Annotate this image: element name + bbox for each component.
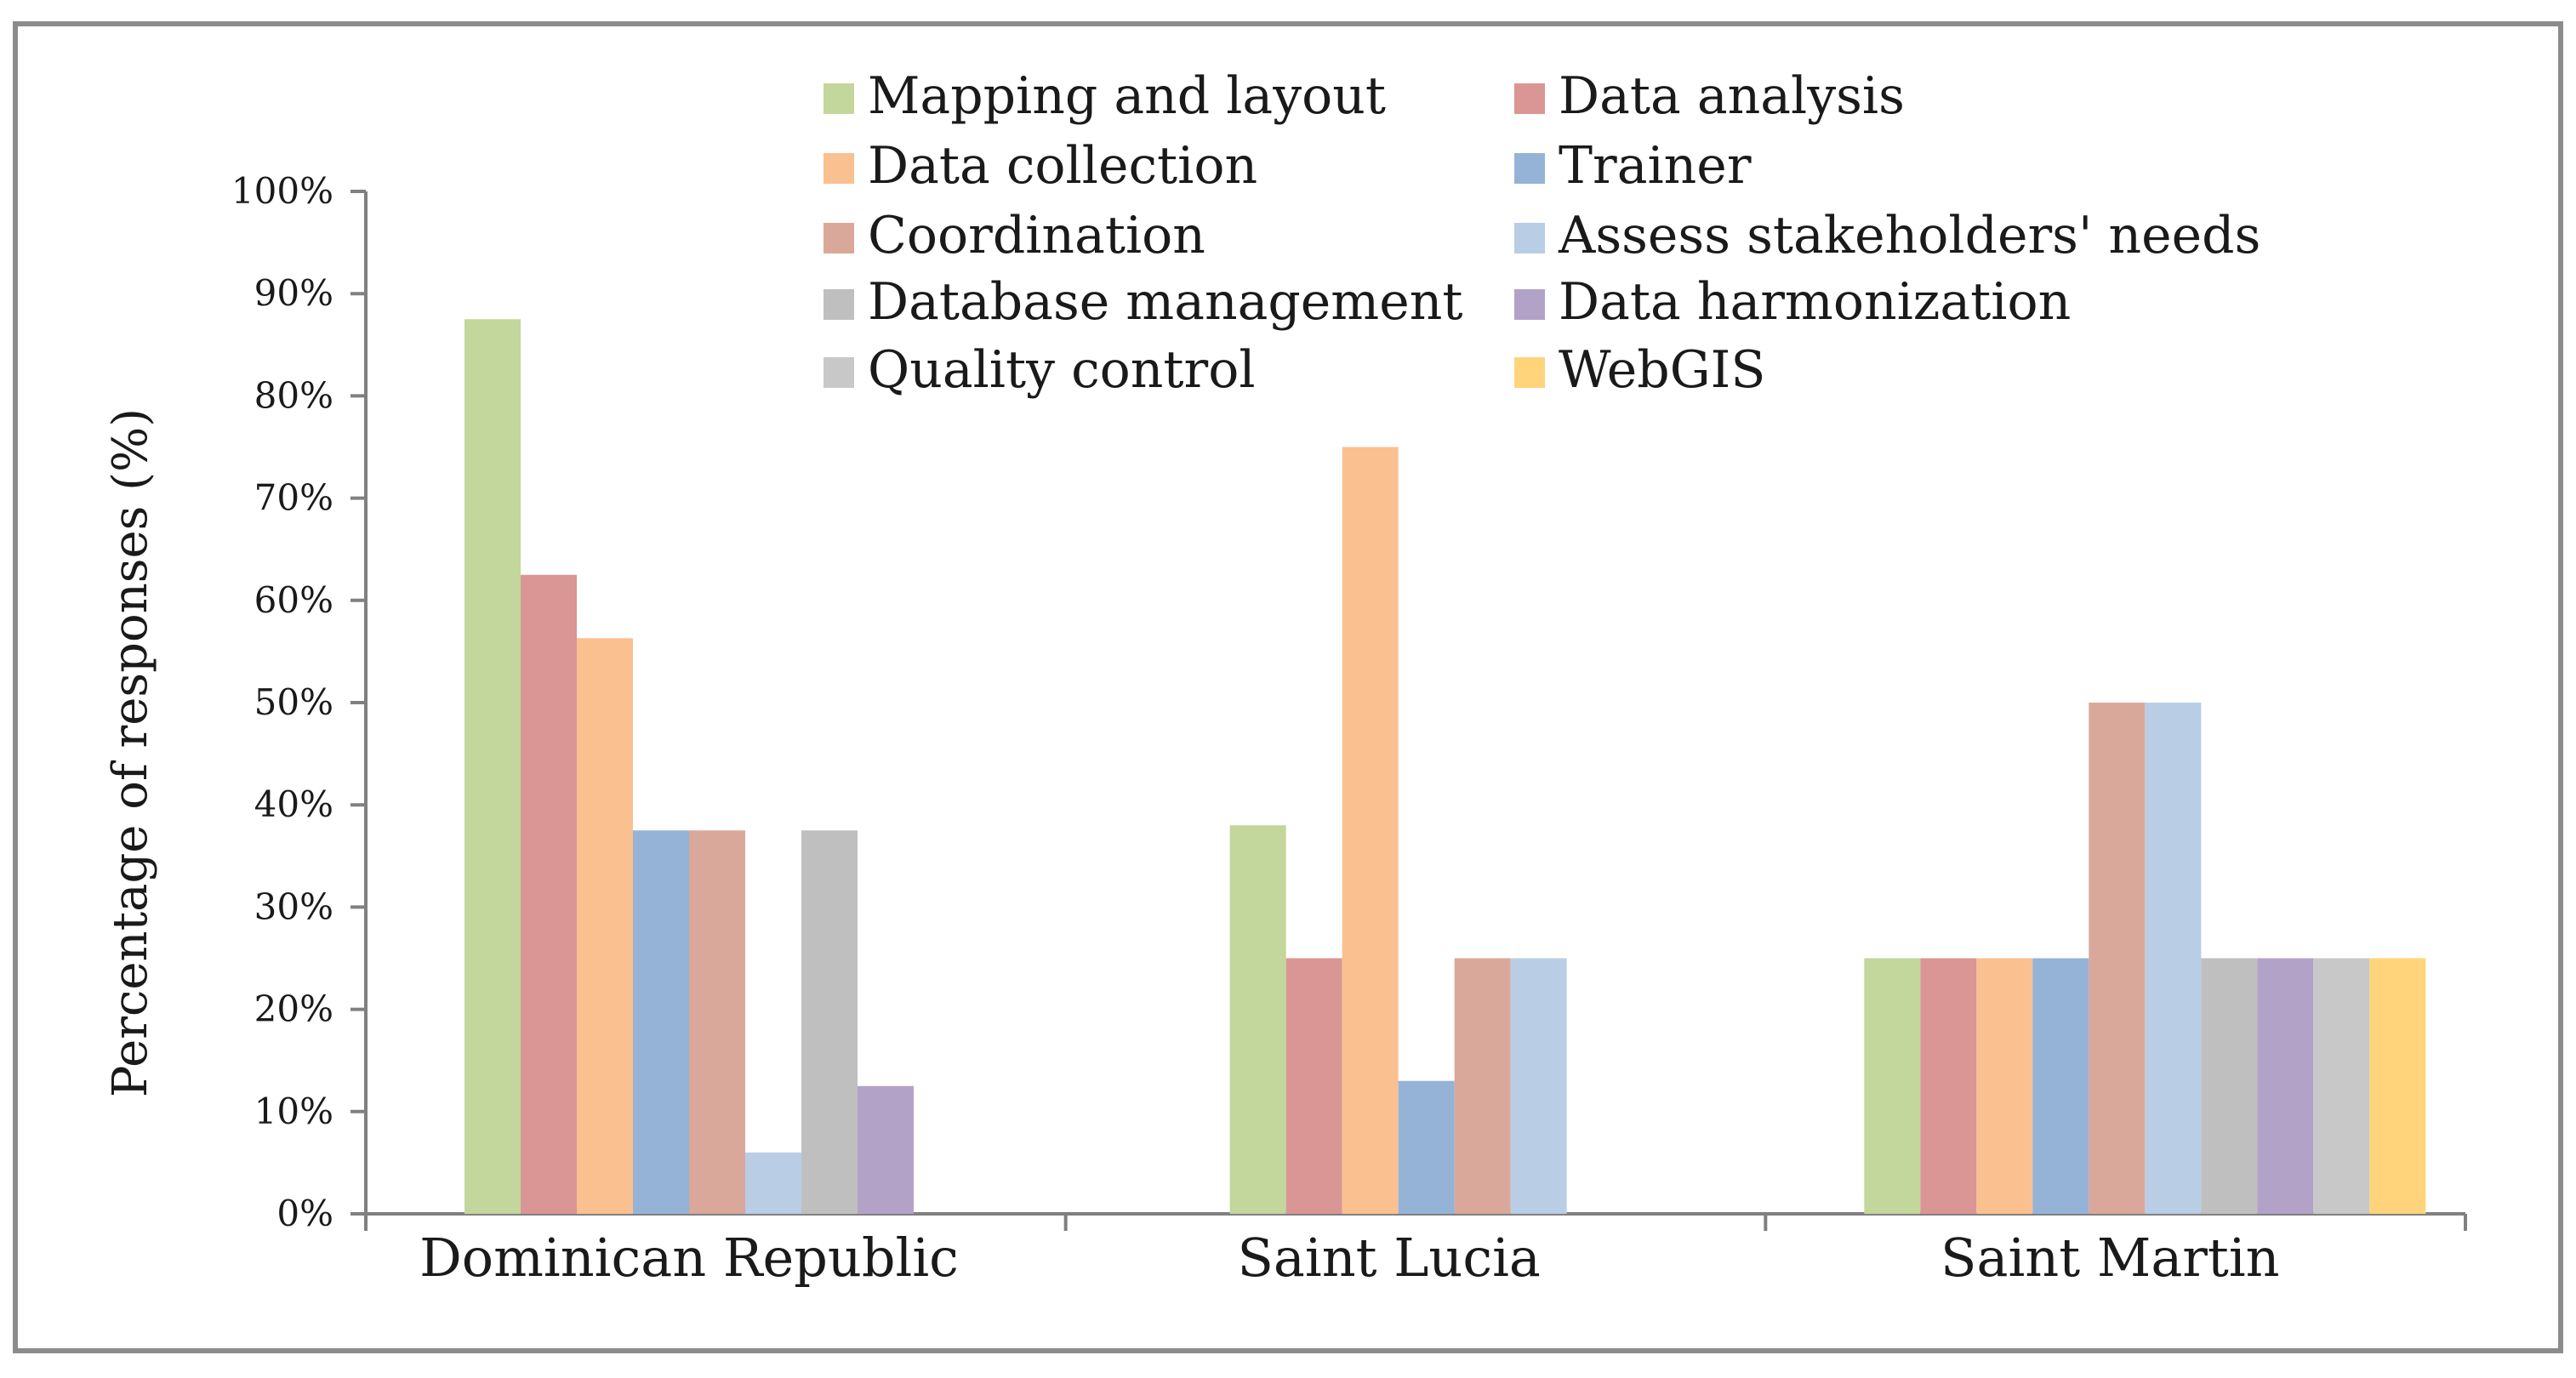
- bar: [858, 1085, 914, 1214]
- bar: [2313, 958, 2370, 1214]
- bar: [1285, 958, 1342, 1214]
- legend-item: Data harmonization: [1514, 272, 2071, 332]
- legend-label: Data harmonization: [1559, 272, 2071, 332]
- bar: [464, 319, 521, 1214]
- bars: [464, 319, 2426, 1214]
- legend-swatch: [824, 153, 854, 184]
- legend-label: Database management: [868, 272, 1462, 332]
- legend-item: Quality control: [824, 340, 1256, 400]
- bar: [745, 1152, 801, 1214]
- y-tick-label: 30%: [254, 885, 333, 927]
- y-tick-label: 0%: [276, 1193, 333, 1234]
- legend-item: Database management: [824, 272, 1462, 332]
- legend-label: Data collection: [868, 136, 1257, 196]
- legend-item: Data analysis: [1514, 66, 1905, 126]
- bar: [2201, 958, 2258, 1214]
- legend: Mapping and layout Data analysis Data coll…: [824, 66, 2260, 400]
- bar: [1920, 958, 1977, 1214]
- legend-item: Mapping and layout: [824, 66, 1386, 126]
- legend-swatch: [824, 83, 854, 114]
- category-label: Dominican Republic: [419, 1227, 959, 1289]
- category-label: Saint Martin: [1941, 1227, 2280, 1289]
- bar: [521, 574, 577, 1214]
- category-labels: Dominican Republic Saint Lucia Saint Marti…: [419, 1227, 2280, 1289]
- legend-label: Quality control: [868, 340, 1256, 400]
- y-tick-label: 100%: [231, 170, 333, 212]
- bar: [2032, 958, 2089, 1214]
- bar: [689, 830, 745, 1214]
- y-tick-label: 50%: [254, 681, 333, 723]
- outer-border: [13, 21, 2563, 1353]
- legend-label: Trainer: [1559, 136, 1752, 196]
- y-ticks: 0% 10% 20% 30% 40% 50% 60% 70% 80% 90% 100%: [231, 170, 366, 1234]
- legend-item: Assess stakeholders' needs: [1514, 206, 2260, 265]
- y-tick-label: 20%: [254, 988, 333, 1030]
- bar: [2145, 703, 2202, 1214]
- legend-swatch: [1514, 223, 1545, 253]
- legend-item: WebGIS: [1514, 340, 1765, 400]
- bar: [1510, 958, 1567, 1214]
- legend-item: Data collection: [824, 136, 1257, 196]
- bar: [2369, 958, 2426, 1214]
- y-tick-label: 70%: [254, 477, 333, 519]
- legend-swatch: [824, 223, 854, 253]
- bar: [633, 830, 689, 1214]
- category-label: Saint Lucia: [1237, 1227, 1540, 1289]
- y-tick-label: 90%: [254, 272, 333, 314]
- legend-item: Coordination: [824, 206, 1205, 265]
- legend-item: Trainer: [1514, 136, 1752, 196]
- legend-label: Assess stakeholders' needs: [1558, 206, 2260, 265]
- bar: [1398, 1080, 1455, 1214]
- bar: [577, 638, 633, 1214]
- bar: [1229, 825, 1286, 1214]
- legend-swatch: [824, 289, 854, 320]
- bar: [801, 830, 858, 1214]
- legend-swatch: [1514, 289, 1545, 320]
- x-ticks: [364, 1214, 2467, 1231]
- bar: [2257, 958, 2314, 1214]
- legend-swatch: [824, 357, 854, 388]
- y-tick-label: 40%: [254, 783, 333, 825]
- legend-swatch: [1514, 357, 1545, 388]
- bar: [1454, 958, 1511, 1214]
- legend-label: WebGIS: [1559, 340, 1765, 400]
- bar: [1864, 958, 1921, 1214]
- legend-label: Data analysis: [1559, 66, 1905, 126]
- y-tick-label: 80%: [254, 374, 333, 416]
- legend-label: Mapping and layout: [868, 66, 1386, 126]
- bar: [1976, 958, 2033, 1214]
- legend-swatch: [1514, 83, 1545, 114]
- bar: [2089, 703, 2146, 1214]
- legend-label: Coordination: [868, 206, 1205, 265]
- y-tick-label: 10%: [254, 1090, 333, 1132]
- y-tick-label: 60%: [254, 579, 333, 621]
- bar: [1342, 447, 1399, 1214]
- y-axis-title: Percentage of responses (%): [103, 408, 158, 1097]
- legend-swatch: [1514, 153, 1545, 184]
